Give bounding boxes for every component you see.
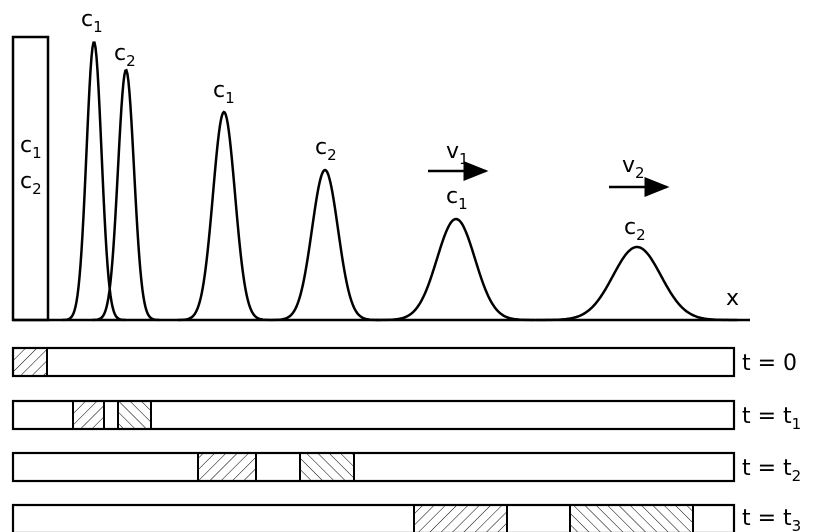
band-c2-t1 (117, 400, 152, 430)
label-c2-t2: c2 (315, 135, 337, 164)
peak-c2-t3 (536, 245, 738, 322)
band-gap-t1 (103, 400, 119, 430)
x-axis-label: x (726, 286, 739, 311)
label-c1-t2: c1 (213, 78, 235, 107)
band-mixed-t0 (12, 347, 48, 377)
band-c1-t3 (413, 504, 508, 532)
time-label-t1: t = t1 (742, 404, 801, 433)
column-t0 (11, 346, 736, 378)
label-v1: v1 (446, 139, 469, 168)
label-c1-initial: c1 (20, 133, 42, 162)
label-c2-t1: c2 (114, 41, 136, 70)
column-t2 (11, 451, 736, 483)
label-c2-t3: c2 (624, 215, 646, 244)
band-c2-t3 (569, 504, 694, 532)
band-c1-t2 (197, 452, 257, 482)
time-label-t3: t = t3 (742, 506, 801, 532)
time-label-t2: t = t2 (742, 456, 801, 485)
label-c2-initial: c2 (20, 169, 42, 198)
column-t3 (11, 503, 736, 532)
peak-c1-t3 (376, 217, 536, 322)
column-t1 (11, 399, 736, 431)
label-c1-t3: c1 (446, 184, 468, 213)
label-v2: v2 (622, 153, 645, 182)
peak-c1-t1 (62, 41, 126, 322)
time-label-t0: t = 0 (742, 351, 797, 376)
peak-c2-t1 (92, 68, 160, 322)
band-c1-t1 (72, 400, 105, 430)
peak-c2-t2 (270, 168, 380, 322)
peak-c1-t2 (177, 110, 270, 322)
label-c1-t1: c1 (81, 7, 103, 36)
band-c2-t2 (299, 452, 355, 482)
